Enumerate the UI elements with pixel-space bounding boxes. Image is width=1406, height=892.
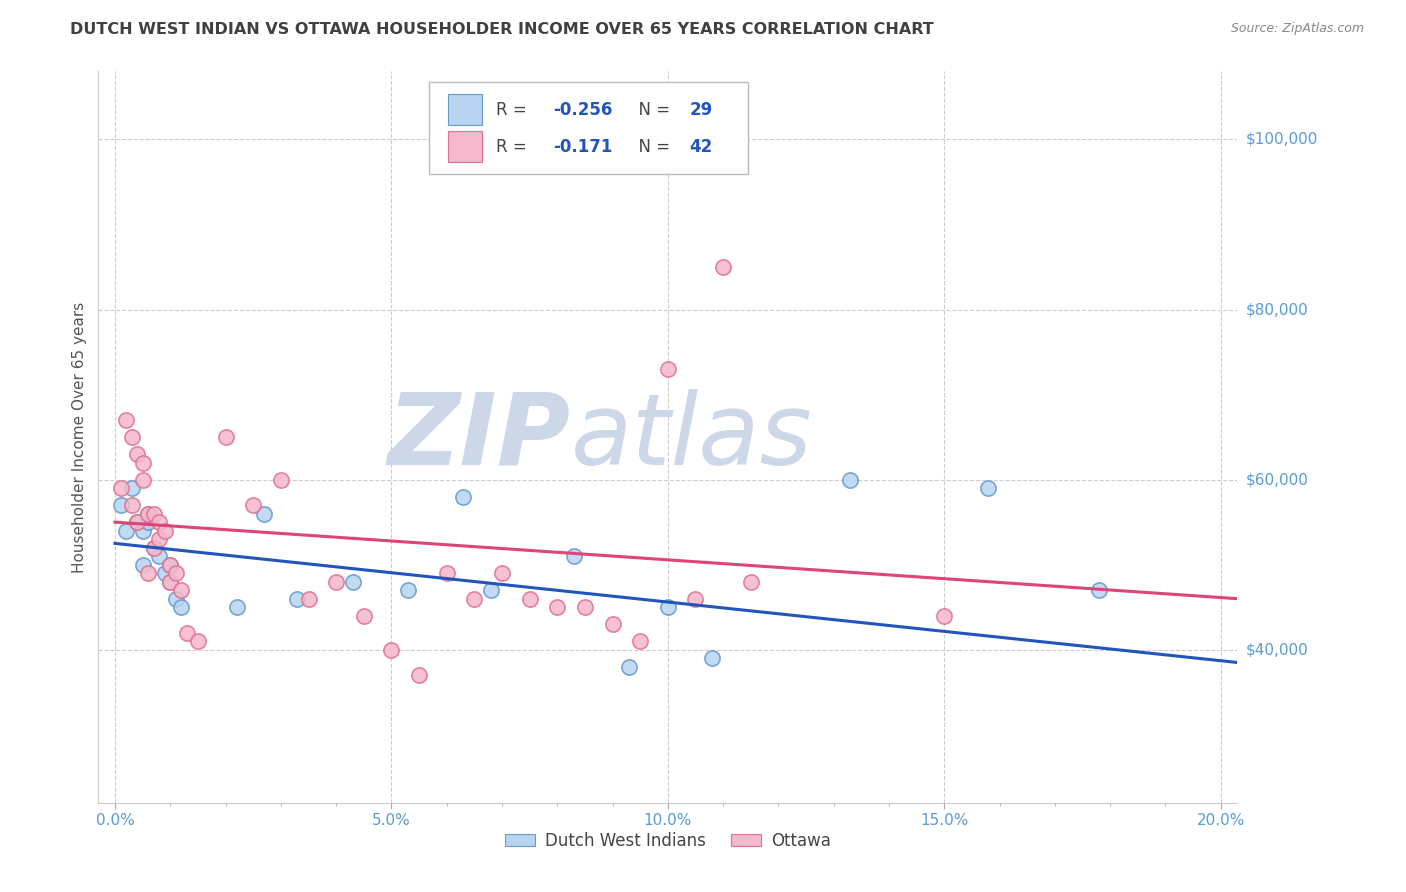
- Point: [700, 651, 723, 665]
- Point: [253, 507, 276, 521]
- Point: [142, 541, 165, 555]
- Point: [342, 574, 364, 589]
- Point: [617, 659, 640, 673]
- Point: [127, 515, 149, 529]
- Point: [131, 524, 153, 538]
- Point: [136, 515, 159, 529]
- Point: [270, 473, 292, 487]
- Point: [127, 447, 149, 461]
- Text: atlas: atlas: [571, 389, 813, 485]
- Point: [934, 608, 956, 623]
- Point: [153, 524, 176, 538]
- Point: [225, 600, 247, 615]
- Text: R =: R =: [496, 101, 537, 119]
- Point: [408, 668, 430, 682]
- FancyBboxPatch shape: [429, 82, 748, 174]
- Point: [562, 549, 585, 563]
- Point: [657, 362, 679, 376]
- Point: [165, 591, 187, 606]
- Text: $100,000: $100,000: [1246, 132, 1317, 147]
- Text: ZIP: ZIP: [388, 389, 571, 485]
- Point: [148, 515, 170, 529]
- Point: [453, 490, 475, 504]
- Point: [121, 498, 143, 512]
- Point: [165, 566, 187, 581]
- Point: [159, 558, 181, 572]
- Point: [170, 583, 193, 598]
- Point: [153, 566, 176, 581]
- FancyBboxPatch shape: [449, 95, 482, 125]
- Point: [142, 507, 165, 521]
- Y-axis label: Householder Income Over 65 years: Householder Income Over 65 years: [72, 301, 87, 573]
- Text: $60,000: $60,000: [1246, 472, 1309, 487]
- Point: [685, 591, 707, 606]
- Point: [127, 515, 149, 529]
- Point: [242, 498, 264, 512]
- FancyBboxPatch shape: [449, 131, 482, 162]
- Point: [131, 456, 153, 470]
- Point: [479, 583, 502, 598]
- Point: [142, 541, 165, 555]
- Point: [574, 600, 596, 615]
- Point: [396, 583, 419, 598]
- Point: [325, 574, 347, 589]
- Point: [148, 549, 170, 563]
- Text: R =: R =: [496, 137, 537, 155]
- Point: [121, 430, 143, 444]
- Point: [131, 473, 153, 487]
- Legend: Dutch West Indians, Ottawa: Dutch West Indians, Ottawa: [498, 825, 838, 856]
- Point: [131, 558, 153, 572]
- Point: [297, 591, 319, 606]
- Point: [977, 481, 1000, 495]
- Text: Source: ZipAtlas.com: Source: ZipAtlas.com: [1230, 22, 1364, 36]
- Point: [519, 591, 541, 606]
- Point: [839, 473, 862, 487]
- Text: 42: 42: [689, 137, 713, 155]
- Point: [176, 625, 198, 640]
- Point: [159, 574, 181, 589]
- Text: $40,000: $40,000: [1246, 642, 1309, 657]
- Text: N =: N =: [628, 137, 675, 155]
- Point: [546, 600, 568, 615]
- Point: [148, 532, 170, 546]
- Point: [491, 566, 513, 581]
- Point: [187, 634, 209, 648]
- Point: [436, 566, 458, 581]
- Text: DUTCH WEST INDIAN VS OTTAWA HOUSEHOLDER INCOME OVER 65 YEARS CORRELATION CHART: DUTCH WEST INDIAN VS OTTAWA HOUSEHOLDER …: [70, 22, 934, 37]
- Point: [380, 642, 402, 657]
- Point: [602, 617, 624, 632]
- Point: [214, 430, 236, 444]
- Point: [159, 558, 181, 572]
- Point: [463, 591, 485, 606]
- Point: [740, 574, 762, 589]
- Text: 29: 29: [689, 101, 713, 119]
- Text: -0.256: -0.256: [553, 101, 612, 119]
- Point: [353, 608, 375, 623]
- Point: [110, 481, 132, 495]
- Text: N =: N =: [628, 101, 675, 119]
- Point: [136, 507, 159, 521]
- Point: [711, 260, 734, 274]
- Point: [159, 574, 181, 589]
- Point: [121, 481, 143, 495]
- Point: [628, 634, 651, 648]
- Point: [1088, 583, 1111, 598]
- Point: [110, 498, 132, 512]
- Text: $80,000: $80,000: [1246, 302, 1309, 317]
- Point: [287, 591, 309, 606]
- Point: [170, 600, 193, 615]
- Point: [115, 413, 138, 427]
- Point: [136, 507, 159, 521]
- Point: [136, 566, 159, 581]
- Point: [657, 600, 679, 615]
- Text: -0.171: -0.171: [553, 137, 612, 155]
- Point: [115, 524, 138, 538]
